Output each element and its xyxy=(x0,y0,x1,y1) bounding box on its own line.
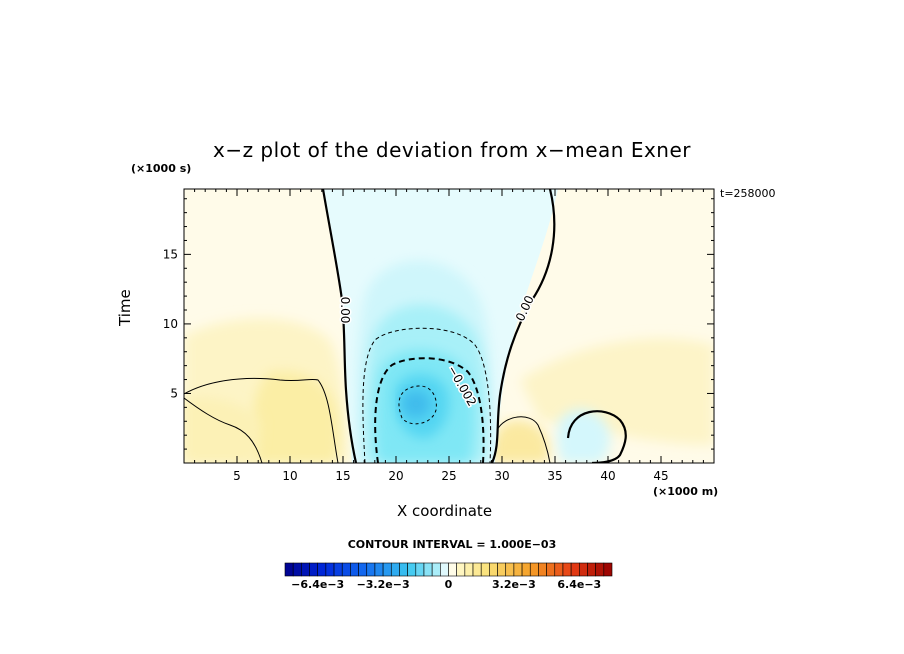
negative-contour-3 xyxy=(398,385,437,425)
colorbar-tick-label: 6.4e−3 xyxy=(557,578,601,591)
x-tick-label: 35 xyxy=(547,469,562,483)
x-tick-label: 10 xyxy=(282,469,297,483)
field-band-positive-center xyxy=(490,419,549,463)
x-tick-label: 45 xyxy=(653,469,668,483)
x-tick-label: 30 xyxy=(494,469,509,483)
zero-contour-left xyxy=(321,189,358,463)
colorbar-swatch xyxy=(390,562,400,577)
colorbar-swatch xyxy=(538,562,547,577)
colorbar-swatch xyxy=(497,562,507,577)
colorbar-swatch xyxy=(570,562,580,577)
time-stamp: t=258000 xyxy=(720,187,776,200)
positive-contour-left-inner xyxy=(184,397,263,463)
colorbar-swatch xyxy=(456,562,466,577)
x-tick-label: 5 xyxy=(233,469,241,483)
contour-interval-label: CONTOUR INTERVAL = 1.000E−03 xyxy=(347,538,557,551)
axes: 5 10 15 20 25 30 35 40 45 5 10 15 xyxy=(163,189,714,483)
colorbar-tick-label: −3.2e−3 xyxy=(357,578,410,591)
y-tick-label: 5 xyxy=(170,386,178,400)
contour-lines xyxy=(184,189,627,463)
y-tick-label: 15 xyxy=(163,247,178,261)
colorbar-tick-label: 3.2e−3 xyxy=(492,578,536,591)
colorbar-swatch xyxy=(529,562,539,577)
colorbar-swatch xyxy=(603,562,613,577)
positive-contour-left xyxy=(184,377,339,463)
colorbar-swatch xyxy=(595,562,605,577)
colorbar: −6.4e−3 −3.2e−3 0 3.2e−3 6.4e−3 xyxy=(284,562,613,591)
colorbar-swatch xyxy=(309,562,318,577)
colorbar-swatch xyxy=(578,562,588,577)
colorbar-swatch xyxy=(317,562,327,577)
field-band-positive-left-core xyxy=(252,371,339,463)
field-band-negative-right xyxy=(557,409,611,463)
positive-contour-center xyxy=(496,416,551,463)
colorbar-swatch xyxy=(325,562,335,577)
colorbar-swatch xyxy=(554,562,564,577)
colorbar-swatch xyxy=(292,562,302,577)
filled-field xyxy=(184,189,714,463)
colorbar-swatch xyxy=(366,562,376,577)
chart-title: x−z plot of the deviation from x−mean Ex… xyxy=(212,138,691,162)
colorbar-swatch xyxy=(521,562,531,577)
colorbar-swatch xyxy=(562,562,572,577)
contour-label: 0.00 xyxy=(338,297,352,324)
colorbar-swatch xyxy=(489,562,498,577)
y-tick-label: 10 xyxy=(163,317,178,331)
colorbar-tick-label: 0 xyxy=(445,578,453,591)
y-axis-units: (×1000 s) xyxy=(131,162,192,175)
x-axis-units: (×1000 m) xyxy=(653,485,719,498)
colorbar-swatch xyxy=(423,562,433,577)
colorbar-swatch xyxy=(546,562,556,577)
colorbar-swatch xyxy=(587,562,596,577)
colorbar-swatch xyxy=(415,562,425,577)
colorbar-swatch xyxy=(513,562,523,577)
colorbar-swatch xyxy=(382,562,392,577)
x-tick-label: 20 xyxy=(388,469,403,483)
x-axis-label: X coordinate xyxy=(397,502,493,520)
colorbar-tick-label: −6.4e−3 xyxy=(291,578,344,591)
colorbar-swatch xyxy=(399,562,408,577)
colorbar-swatch xyxy=(440,562,449,577)
colorbar-swatch xyxy=(358,562,368,577)
x-tick-label: 40 xyxy=(600,469,615,483)
colorbar-swatch xyxy=(407,562,417,577)
colorbar-swatch xyxy=(374,562,384,577)
colorbar-swatch xyxy=(350,562,359,577)
colorbar-swatch xyxy=(505,562,515,577)
x-tick-label: 15 xyxy=(335,469,350,483)
x-tick-label: 25 xyxy=(441,469,456,483)
colorbar-swatch xyxy=(341,562,351,577)
colorbar-swatch xyxy=(301,562,310,577)
colorbar-swatch xyxy=(448,562,457,577)
colorbar-swatch xyxy=(431,562,441,577)
colorbar-swatch xyxy=(284,562,294,577)
colorbar-swatch xyxy=(464,562,474,577)
colorbar-swatch xyxy=(333,562,343,577)
negative-contour-2 xyxy=(374,357,485,463)
negative-contour-1 xyxy=(362,327,492,463)
colorbar-swatch xyxy=(472,562,482,577)
field-band-positive-left-edge xyxy=(184,397,260,463)
colorbar-swatch xyxy=(480,562,490,577)
field-minimum-core xyxy=(401,390,431,418)
